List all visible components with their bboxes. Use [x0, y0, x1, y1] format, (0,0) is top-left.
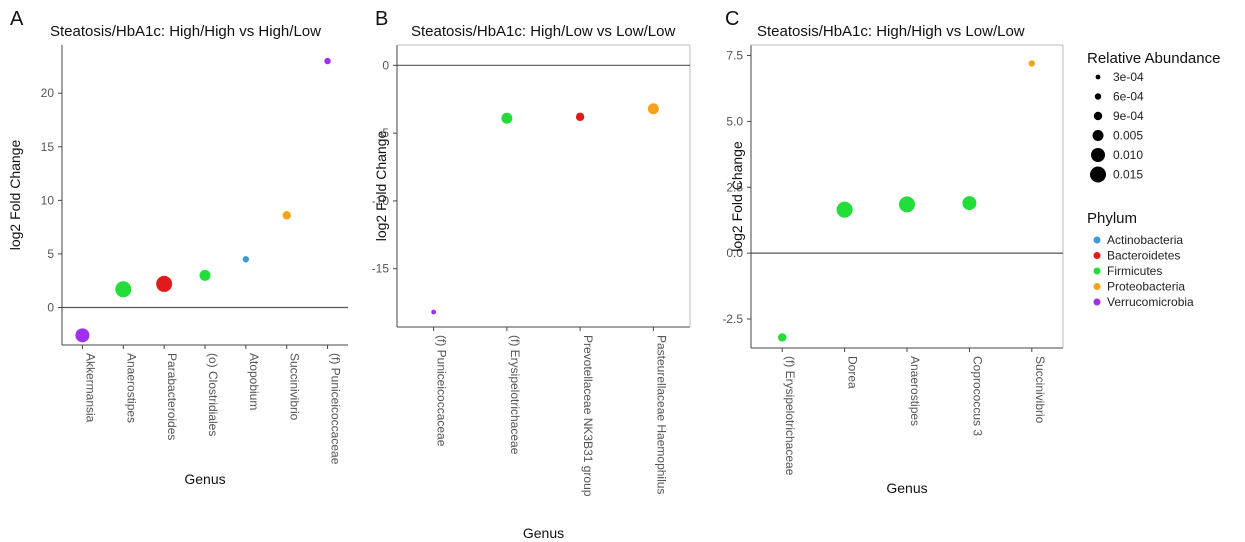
y-tick-label: 0	[382, 58, 389, 72]
legend-color-label: Bacteroidetes	[1107, 249, 1180, 263]
data-point	[431, 309, 437, 315]
panel-c: C Steatosis/HbA1c: High/High vs Low/Low -2…	[722, 8, 1064, 496]
legend-size-swatch	[1095, 74, 1101, 80]
y-tick-label: -10	[372, 194, 390, 208]
data-point	[836, 201, 853, 218]
panel-label: A	[10, 8, 24, 30]
y-tick-label: -15	[372, 262, 390, 276]
legend-color-label: Verrucomicrobia	[1107, 295, 1194, 309]
legend-size-swatch	[1092, 130, 1104, 141]
legend-size-title: Relative Abundance	[1087, 50, 1220, 67]
x-tick-label: Parabacteroides	[165, 353, 179, 440]
y-tick-label: 5.0	[726, 114, 743, 128]
legend-size-swatch	[1091, 148, 1105, 162]
x-tick-label: Pasteurellaceae Haemophilus	[654, 335, 668, 494]
x-tick-label: Succinivibrio	[288, 353, 302, 421]
plot-title: Steatosis/HbA1c: High/Low vs Low/Low	[411, 23, 675, 40]
legend-color-swatch	[1093, 236, 1101, 244]
y-tick-label: 7.5	[726, 49, 743, 63]
legend-size-swatch	[1093, 111, 1103, 121]
data-point	[75, 328, 90, 343]
panel-a: A Steatosis/HbA1c: High/High vs High/Low 0…	[7, 8, 348, 487]
panel-label: C	[725, 8, 739, 30]
data-point	[156, 275, 173, 292]
legend-size-label: 9e-04	[1113, 109, 1144, 123]
data-point	[242, 256, 250, 263]
y-tick-label: -2.5	[722, 312, 743, 326]
data-point	[199, 269, 211, 281]
legend: Relative Abundance 3e-04 6e-04 9e-04 0.005 0.…	[1087, 50, 1220, 309]
y-tick-label: 15	[41, 140, 55, 154]
legend-size-label: 6e-04	[1113, 90, 1144, 104]
x-tick-label: (f) Puniceicoccaceae	[329, 353, 343, 465]
x-tick-label: (f) Puniceicoccaceae	[435, 335, 449, 447]
data-point	[962, 196, 977, 211]
y-tick-label: 20	[41, 86, 55, 100]
x-tick-label: Coprococcus 3	[970, 356, 984, 436]
y-axis-label: log2 Fold Change	[373, 131, 389, 242]
x-tick-label: (f) Erysipelotrichaceae	[783, 356, 797, 476]
legend-size-swatch	[1094, 93, 1102, 100]
data-point	[324, 57, 331, 65]
x-axis-label: Genus	[886, 480, 927, 496]
y-tick-label: 10	[41, 193, 55, 207]
data-point	[899, 196, 915, 213]
x-tick-label: (o) Clostridiales	[206, 353, 220, 436]
legend-size-swatch	[1090, 166, 1106, 183]
data-point	[282, 211, 291, 220]
x-axis-label: Genus	[184, 471, 225, 487]
x-tick-label: (f) Erysipelotrichaceae	[508, 335, 522, 455]
x-tick-label: Anaerostipes	[908, 356, 922, 426]
x-tick-label: Akkermansia	[83, 353, 97, 423]
legend-size-label: 3e-04	[1113, 70, 1144, 84]
legend-size-label: 0.015	[1113, 168, 1143, 182]
data-point	[647, 103, 659, 115]
y-tick-label: 0.0	[726, 246, 743, 260]
data-point	[115, 281, 132, 298]
legend-color-swatch	[1093, 252, 1101, 259]
data-point	[778, 333, 787, 342]
plot-title: Steatosis/HbA1c: High/High vs Low/Low	[757, 23, 1025, 40]
data-point	[501, 112, 513, 124]
y-tick-label: 5	[47, 247, 54, 261]
data-point	[1028, 60, 1036, 67]
y-tick-label: -5	[378, 126, 389, 140]
legend-color-label: Actinobacteria	[1107, 233, 1183, 247]
y-tick-label: 2.5	[726, 180, 743, 194]
x-tick-label: Anaerostipes	[124, 353, 138, 423]
legend-size-label: 0.005	[1113, 129, 1143, 143]
plot-title: Steatosis/HbA1c: High/High vs High/Low	[50, 23, 321, 40]
panel-label: B	[375, 8, 388, 30]
panel-b: B Steatosis/HbA1c: High/Low vs Low/Low 0 -5…	[372, 8, 691, 541]
x-tick-label: Succinivibrio	[1033, 356, 1047, 424]
legend-color-label: Firmicutes	[1107, 264, 1162, 278]
legend-color-swatch	[1093, 298, 1101, 306]
legend-color-label: Proteobacteria	[1107, 280, 1185, 294]
data-point	[575, 112, 585, 122]
y-axis-label: log2 Fold Change	[7, 140, 23, 251]
y-axis-label: log2 Fold Change	[729, 141, 745, 252]
legend-color-swatch	[1093, 267, 1101, 275]
legend-size-label: 0.010	[1113, 148, 1143, 162]
x-tick-label: Prevotellaceae NK3B31 group	[581, 335, 595, 497]
legend-color-title: Phylum	[1087, 210, 1137, 227]
legend-color-swatch	[1093, 283, 1101, 290]
x-tick-label: Atopobium	[247, 353, 261, 410]
x-axis-label: Genus	[523, 525, 564, 541]
x-tick-label: Dorea	[846, 356, 860, 389]
y-tick-label: 0	[47, 301, 54, 315]
